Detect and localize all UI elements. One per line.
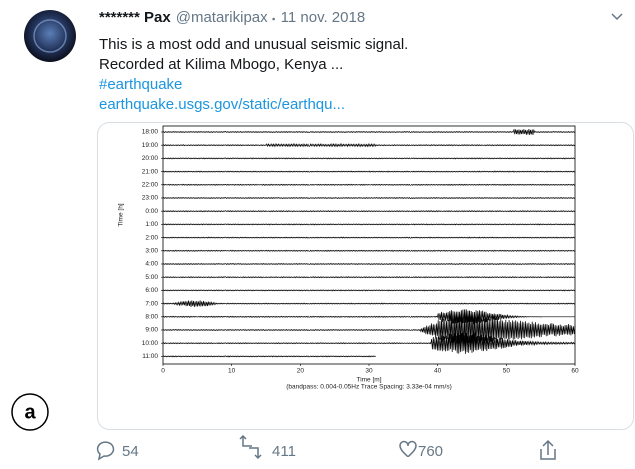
x-tick-label: 50 — [503, 368, 511, 375]
y-tick-label: 8:00 — [145, 314, 158, 321]
x-tick-label: 30 — [365, 368, 373, 375]
x-tick-label: 20 — [297, 368, 305, 375]
menu-chevron[interactable] — [612, 14, 622, 19]
x-axis-label: Time [m] — [356, 377, 381, 384]
y-tick-label: 6:00 — [145, 287, 158, 294]
y-axis-label: Time [h] — [118, 203, 125, 226]
y-tick-label: 20:00 — [142, 155, 159, 162]
retweet-icon[interactable] — [240, 436, 261, 458]
y-tick-label: 9:00 — [145, 327, 158, 334]
handle[interactable]: @matarikipax — [176, 9, 268, 26]
chart-note: (bandpass: 0.004-0.05Hz Trace Spacing: 3… — [286, 384, 451, 391]
y-tick-label: 0:00 — [145, 208, 158, 215]
y-tick-label: 1:00 — [145, 221, 158, 228]
y-tick-label: 3:00 — [145, 248, 158, 255]
hashtag[interactable]: #earthquake — [99, 76, 182, 93]
share-icon[interactable] — [541, 441, 555, 459]
author-name[interactable]: ******* Pax — [99, 9, 171, 26]
separator — [272, 18, 275, 21]
y-tick-label: 10:00 — [142, 340, 159, 347]
y-tick-label: 2:00 — [145, 234, 158, 241]
tweet-text: This is a most odd and unusual seismic s… — [99, 36, 408, 53]
link[interactable]: earthquake.usgs.gov/static/earthqu... — [99, 96, 345, 113]
reply-icon[interactable] — [98, 442, 114, 459]
y-tick-label: 18:00 — [142, 129, 159, 136]
x-tick-label: 0 — [161, 368, 165, 375]
tweet-screenshot: ******* Pax @matarikipax 11 nov. 2018 Th… — [0, 0, 635, 464]
panel-label: a — [24, 401, 36, 423]
retweet-count[interactable]: 411 — [272, 443, 296, 460]
y-tick-label: 4:00 — [145, 261, 158, 268]
avatar[interactable] — [24, 10, 76, 62]
y-tick-label: 11:00 — [142, 353, 158, 360]
x-tick-label: 60 — [571, 368, 579, 375]
reply-count[interactable]: 54 — [122, 443, 139, 460]
like-count[interactable]: 760 — [418, 443, 443, 460]
y-tick-label: 22:00 — [142, 182, 159, 189]
y-tick-label: 21:00 — [142, 168, 159, 175]
y-tick-label: 7:00 — [145, 300, 158, 307]
x-tick-label: 10 — [228, 368, 236, 375]
date[interactable]: 11 nov. 2018 — [281, 9, 366, 26]
y-tick-label: 5:00 — [145, 274, 158, 281]
x-tick-label: 40 — [434, 368, 442, 375]
tweet-text: Recorded at Kilima Mbogo, Kenya ... — [99, 56, 343, 73]
y-tick-label: 19:00 — [142, 142, 159, 149]
y-tick-label: 23:00 — [142, 195, 159, 202]
like-icon[interactable] — [400, 442, 416, 458]
